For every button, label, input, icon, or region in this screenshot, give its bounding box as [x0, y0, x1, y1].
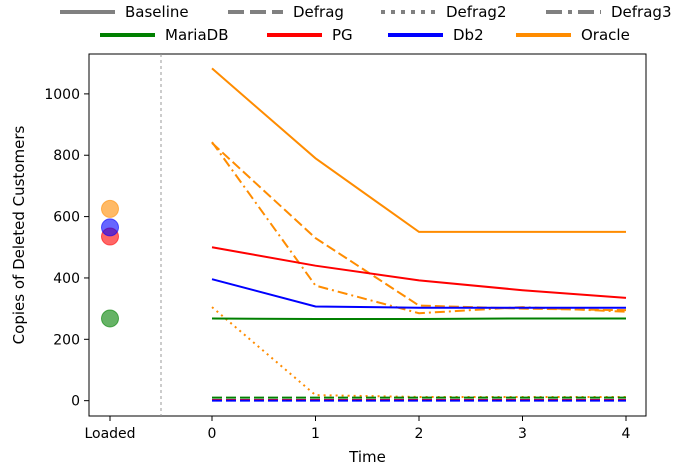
legend-db-label-mariadb: MariaDB [165, 26, 229, 44]
series-oracle-defrag3 [211, 141, 627, 315]
series-oracle-defrag2 [211, 306, 626, 398]
series-mariadb-baseline [211, 317, 626, 321]
x-tick-label: 2 [415, 426, 424, 442]
x-tick-label: 3 [518, 426, 527, 442]
y-axis-label: Copies of Deleted Customers [10, 126, 28, 345]
legend-style-label-defrag: Defrag [293, 3, 344, 21]
x-tick-label: Loaded [84, 426, 135, 442]
legend-db-label-db2: Db2 [453, 26, 484, 44]
x-tick-label: 1 [311, 426, 320, 442]
series-oracle-baseline [211, 67, 626, 233]
legend-style-label-defrag3: Defrag3 [611, 3, 671, 21]
legend-db-label-pg: PG [332, 26, 353, 44]
loaded-point-mariadb [101, 309, 119, 328]
y-tick-label: 800 [53, 148, 80, 164]
loaded-points-layer [101, 199, 119, 328]
x-tick-label: 0 [208, 426, 217, 442]
series-pg-baseline [211, 246, 627, 299]
series-oracle-defrag [211, 142, 627, 312]
x-tick-label: 4 [622, 426, 631, 442]
loaded-point-db2 [101, 218, 119, 237]
y-tick-label: 400 [53, 271, 80, 287]
y-tick-label: 0 [71, 394, 80, 410]
y-tick-label: 600 [53, 210, 80, 226]
plot-frame [88, 53, 647, 417]
series-layer [211, 67, 627, 402]
legend-style-label-baseline: Baseline [125, 3, 189, 21]
series-db2-baseline [211, 278, 626, 309]
legend: Baseline Defrag Defrag2 Defrag3 MariaDB PG Db2… [60, 3, 671, 44]
y-tick-label: 1000 [44, 87, 80, 103]
loaded-point-oracle [101, 199, 119, 218]
x-axis-label: Time [348, 448, 386, 466]
legend-db-label-oracle: Oracle [581, 26, 630, 44]
legend-style-label-defrag2: Defrag2 [446, 3, 506, 21]
y-tick-label: 200 [53, 332, 80, 348]
